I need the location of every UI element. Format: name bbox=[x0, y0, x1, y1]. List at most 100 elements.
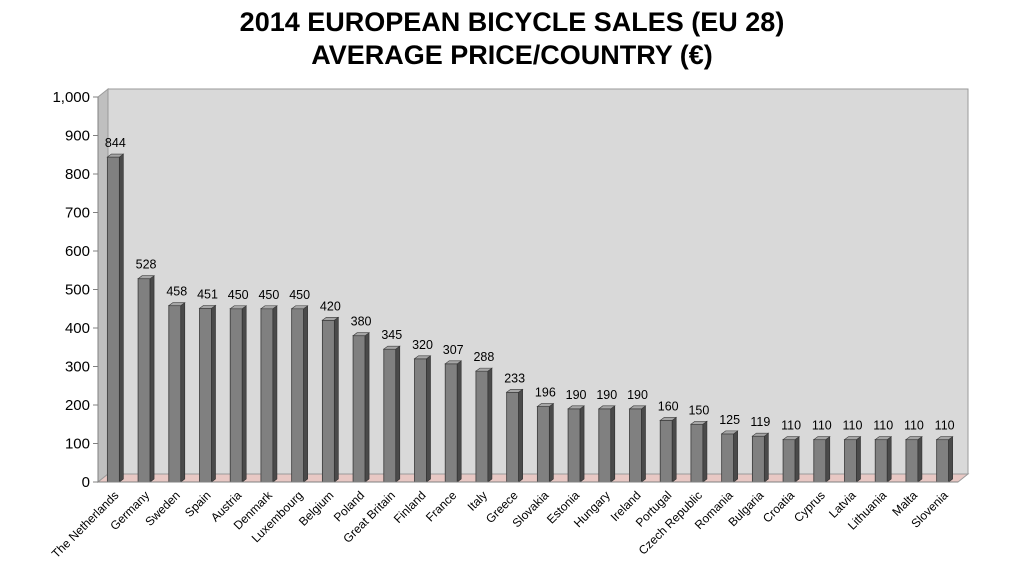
bar bbox=[721, 433, 735, 483]
bar-top bbox=[167, 302, 186, 306]
bar-group bbox=[475, 367, 493, 483]
bar-top bbox=[106, 153, 125, 158]
data-label: 420 bbox=[320, 299, 341, 313]
bar-top bbox=[597, 405, 616, 410]
bar-group bbox=[352, 332, 370, 483]
bar-top bbox=[321, 316, 340, 321]
data-label: 233 bbox=[504, 371, 525, 385]
bar-side bbox=[764, 432, 769, 483]
bar-group bbox=[812, 436, 831, 483]
bar bbox=[751, 435, 765, 483]
bar-group bbox=[167, 302, 186, 483]
bar-group bbox=[413, 355, 432, 483]
data-label: 150 bbox=[688, 403, 709, 417]
bar bbox=[844, 439, 857, 483]
bars: 844 528 458 451 450 450 450 420 380 345 320 307 288 2… bbox=[105, 136, 955, 483]
bar-top bbox=[229, 305, 248, 310]
x-tick-label: Italy bbox=[465, 488, 490, 513]
bar-group bbox=[536, 402, 555, 483]
data-label: 450 bbox=[228, 288, 249, 302]
bar-top bbox=[444, 360, 463, 365]
bar-side bbox=[211, 304, 216, 483]
bar-side bbox=[886, 436, 892, 483]
y-tick-label: 700 bbox=[65, 205, 90, 222]
bar-top bbox=[905, 436, 923, 440]
y-tick-label: 300 bbox=[65, 359, 90, 376]
bar-side bbox=[856, 436, 861, 483]
bar-side bbox=[426, 355, 431, 483]
bar bbox=[475, 370, 489, 483]
y-tick-label: 0 bbox=[82, 474, 90, 491]
bar-top bbox=[290, 305, 309, 310]
bar-group bbox=[659, 416, 678, 483]
x-tick-label: Cyprus bbox=[791, 488, 828, 525]
bar-side bbox=[364, 332, 370, 483]
data-label: 119 bbox=[750, 415, 770, 429]
bar-side bbox=[948, 436, 953, 483]
data-label: 450 bbox=[258, 288, 279, 302]
data-label: 190 bbox=[627, 388, 648, 402]
data-label: 110 bbox=[812, 419, 832, 433]
bar-side bbox=[149, 275, 155, 483]
bar-top bbox=[505, 388, 524, 393]
data-label: 125 bbox=[719, 413, 740, 427]
bar-top bbox=[137, 275, 155, 280]
data-label: 110 bbox=[904, 419, 924, 433]
bar-side bbox=[702, 420, 708, 483]
bar-group bbox=[905, 436, 923, 483]
bar bbox=[536, 406, 550, 483]
bar bbox=[905, 439, 919, 483]
y-tick-label: 1,000 bbox=[52, 89, 90, 106]
bar-group bbox=[106, 153, 125, 483]
bar-group bbox=[198, 304, 217, 483]
bar-side bbox=[303, 305, 308, 483]
x-tick-label: Sweden bbox=[142, 488, 183, 529]
x-tick-label: Belgium bbox=[296, 488, 337, 529]
bar bbox=[291, 308, 305, 483]
bar-top bbox=[260, 305, 278, 310]
bar-top bbox=[659, 417, 678, 421]
bar bbox=[168, 305, 182, 483]
data-label: 196 bbox=[535, 386, 556, 400]
y-tick-label: 100 bbox=[65, 436, 90, 453]
bar bbox=[782, 439, 796, 483]
data-label: 844 bbox=[105, 136, 126, 150]
bar-group bbox=[229, 305, 248, 483]
y-tick-label: 200 bbox=[65, 397, 90, 414]
bar-side bbox=[917, 436, 923, 483]
data-label: 528 bbox=[136, 258, 157, 272]
bar-top bbox=[198, 305, 217, 309]
data-label: 110 bbox=[781, 419, 801, 433]
bar-group bbox=[751, 432, 770, 483]
bar bbox=[444, 363, 458, 483]
bar bbox=[229, 308, 243, 483]
bar-side bbox=[671, 416, 677, 483]
bar-top bbox=[536, 403, 555, 407]
y-tick-label: 500 bbox=[65, 282, 90, 299]
bar-top bbox=[751, 432, 770, 437]
chart-title-line-1: 2014 EUROPEAN BICYCLE SALES (EU 28) bbox=[239, 7, 785, 37]
data-label: 190 bbox=[596, 388, 617, 402]
data-label: 458 bbox=[166, 285, 187, 299]
bar-top bbox=[720, 430, 739, 435]
bar-side bbox=[610, 405, 616, 483]
bar-side bbox=[794, 436, 800, 483]
bar-group bbox=[597, 405, 616, 483]
data-label: 110 bbox=[935, 419, 955, 433]
x-tick-label: France bbox=[423, 488, 460, 525]
bar bbox=[659, 419, 673, 483]
bar-group bbox=[321, 316, 340, 483]
bar-group bbox=[290, 305, 309, 483]
y-axis: 0 100 200 300 400 500 600 700 800 900 1,000 bbox=[52, 89, 99, 491]
bar bbox=[199, 307, 212, 483]
bar-top bbox=[812, 436, 831, 440]
bar-group bbox=[782, 436, 800, 483]
bar-group bbox=[690, 420, 708, 483]
bar bbox=[106, 156, 120, 483]
bar bbox=[629, 408, 642, 483]
bar-top bbox=[628, 405, 647, 410]
bar-top bbox=[690, 420, 708, 425]
bar-group bbox=[444, 360, 463, 483]
floor bbox=[96, 473, 970, 483]
chart-title: 2014 EUROPEAN BICYCLE SALES (EU 28) AVER… bbox=[0, 6, 1024, 72]
